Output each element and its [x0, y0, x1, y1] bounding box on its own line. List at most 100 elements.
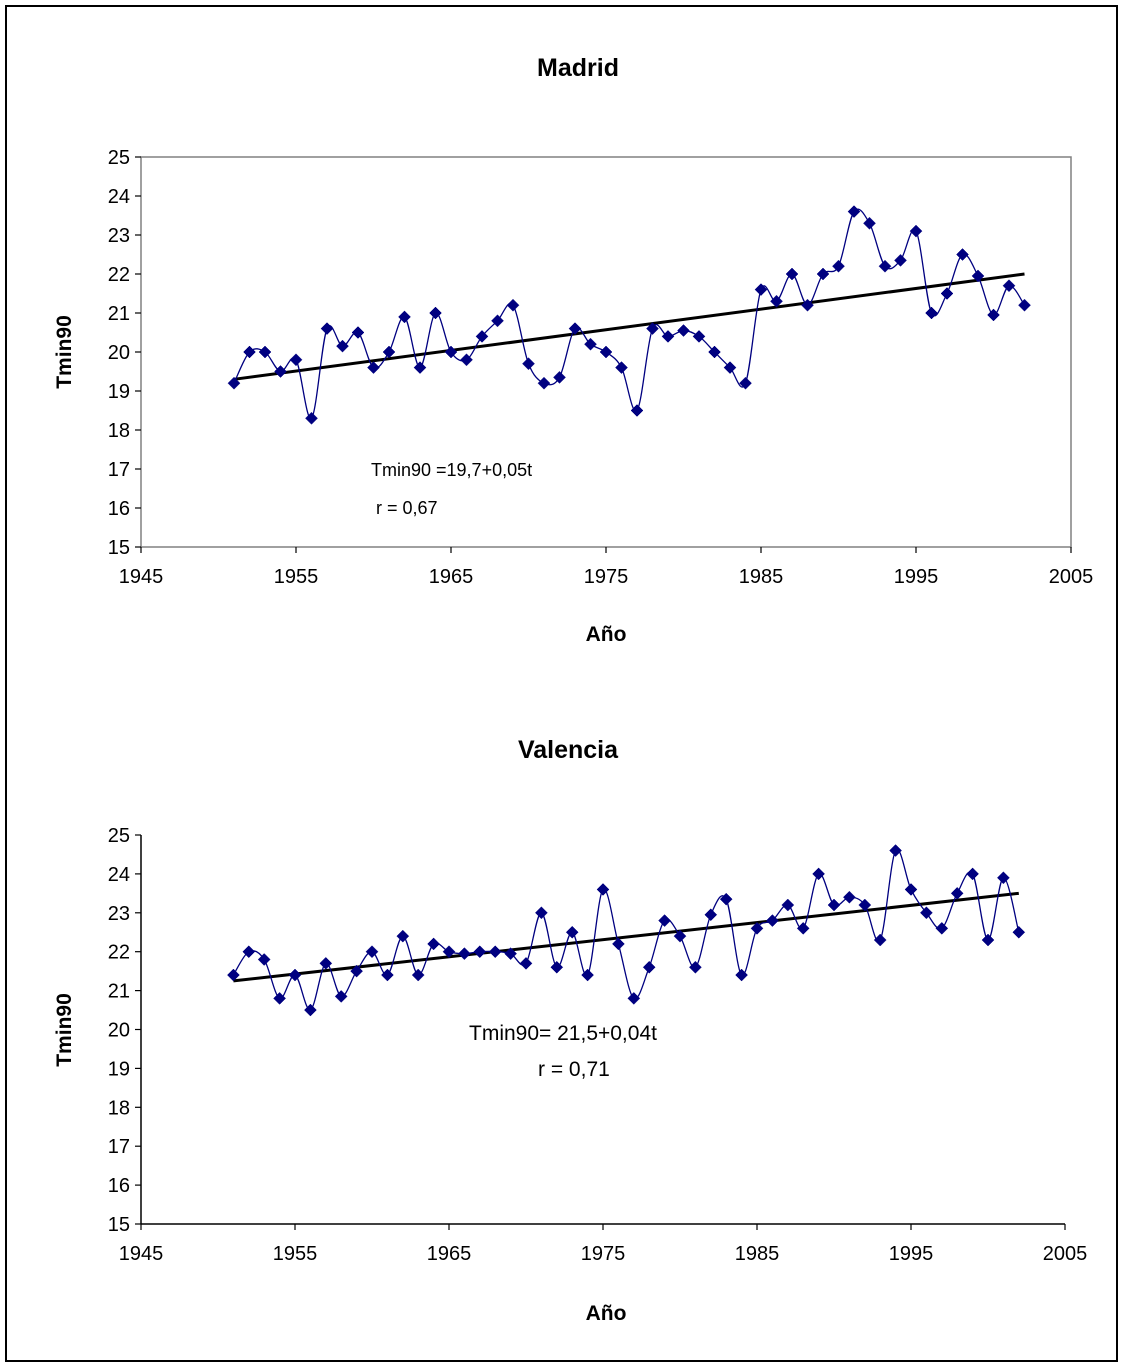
- data-point-marker: [997, 871, 1010, 885]
- y-axis-label: Tmin90: [53, 993, 76, 1067]
- data-point-marker: [599, 345, 613, 359]
- data-point-marker: [966, 867, 979, 881]
- data-point-marker: [396, 929, 410, 943]
- data-point-marker: [519, 957, 533, 970]
- y-tick-label: 22: [108, 264, 130, 286]
- trend-line-group: [233, 891, 1019, 983]
- chart-title: Madrid: [537, 54, 619, 82]
- data-point-marker: [723, 361, 737, 374]
- data-point-marker: [319, 957, 333, 970]
- y-tick-label: 21: [108, 303, 130, 325]
- data-point-marker: [227, 968, 240, 982]
- data-point-marker: [612, 937, 625, 951]
- x-tick-label: 1975: [581, 1243, 626, 1265]
- data-point-marker: [981, 933, 995, 947]
- trend-line: [233, 272, 1025, 381]
- data-point-marker: [971, 269, 985, 283]
- data-point-marker: [889, 844, 902, 857]
- data-point-marker: [673, 929, 687, 943]
- y-tick-label: 17: [108, 459, 130, 481]
- x-tick-label: 1965: [429, 566, 474, 588]
- data-point-marker: [258, 345, 272, 359]
- data-points: [227, 205, 1031, 425]
- data-point-marker: [381, 968, 394, 982]
- data-point-marker: [320, 322, 334, 335]
- data-point-marker: [398, 310, 411, 324]
- data-point-marker: [894, 253, 907, 267]
- data-point-marker: [444, 345, 458, 359]
- data-point-marker: [460, 353, 473, 367]
- x-tick-label: 1955: [273, 1243, 318, 1265]
- data-point-marker: [429, 306, 442, 320]
- data-point-marker: [950, 886, 964, 900]
- y-tick-label: 24: [108, 186, 130, 208]
- x-tick-label: 1975: [584, 566, 629, 588]
- data-point-marker: [661, 330, 675, 343]
- y-tick-label: 20: [108, 342, 130, 364]
- y-tick-labels: 15 16 17 18 19 20 21 22 23 24 25: [108, 825, 130, 1236]
- data-point-marker: [987, 308, 1000, 322]
- y-tick-label: 15: [108, 537, 130, 559]
- correlation-label: r = 0,67: [376, 498, 438, 518]
- data-point-marker: [692, 330, 706, 343]
- data-point-marker: [689, 960, 702, 974]
- y-axis-label: Tmin90: [53, 315, 76, 389]
- data-point-marker: [904, 883, 918, 896]
- data-point-marker: [584, 337, 597, 351]
- data-point-marker: [334, 990, 348, 1003]
- data-point-marker: [242, 945, 256, 959]
- y-tick-label: 19: [108, 1058, 130, 1080]
- x-axis-label: Año: [586, 623, 627, 646]
- data-point-marker: [956, 248, 969, 261]
- x-tick-label: 1985: [739, 566, 784, 588]
- data-point-marker: [863, 216, 876, 230]
- data-point-marker: [642, 960, 656, 974]
- data-point-marker: [708, 345, 721, 359]
- data-point-marker: [940, 287, 954, 300]
- data-point-marker: [504, 947, 517, 960]
- data-point-marker: [785, 267, 799, 281]
- y-tick-label: 22: [108, 942, 130, 964]
- data-point-marker: [537, 376, 551, 390]
- series-line-group: [232, 848, 1020, 1011]
- data-point-marker: [475, 330, 489, 343]
- data-point-marker: [442, 945, 456, 959]
- y-tick-label: 16: [108, 1175, 130, 1197]
- data-point-marker: [677, 324, 690, 337]
- data-point-marker: [719, 892, 733, 906]
- data-point-marker: [488, 945, 502, 959]
- data-point-marker: [658, 914, 671, 927]
- regression-equation: Tmin90= 21,5+0,04t: [469, 1022, 657, 1045]
- tick-marks: [135, 834, 1066, 1230]
- data-point-marker: [858, 898, 872, 912]
- x-tick-label: 1965: [427, 1243, 472, 1265]
- x-tick-label: 2005: [1043, 1243, 1088, 1265]
- data-point-marker: [305, 411, 318, 425]
- regression-equation: Tmin90 =19,7+0,05t: [371, 460, 532, 480]
- data-point-marker: [750, 922, 764, 935]
- data-point-marker: [843, 890, 856, 904]
- y-tick-labels: 15 16 17 18 19 20 21 22 23 24 25: [108, 147, 130, 559]
- series-line-group: [233, 208, 1026, 419]
- data-point-marker: [812, 867, 825, 881]
- y-tick-label: 16: [108, 498, 130, 520]
- data-point-marker: [568, 322, 582, 335]
- data-point-marker: [336, 339, 349, 353]
- data-point-marker: [427, 937, 440, 951]
- x-tick-labels: 1945 1955 1965 1975 1985 1995 2005: [119, 566, 1094, 588]
- data-point-marker: [627, 992, 641, 1005]
- y-tick-label: 20: [108, 1020, 130, 1042]
- x-axis-label: Año: [586, 1302, 627, 1325]
- series-line: [232, 848, 1020, 1011]
- data-point-marker: [458, 947, 471, 960]
- x-tick-label: 1985: [735, 1243, 780, 1265]
- data-points: [227, 844, 1026, 1017]
- data-point-marker: [766, 914, 779, 927]
- outer-border: [5, 5, 1118, 1362]
- series-line: [233, 208, 1026, 419]
- data-point-marker: [413, 361, 427, 374]
- data-point-marker: [847, 205, 861, 218]
- trend-line: [233, 891, 1019, 983]
